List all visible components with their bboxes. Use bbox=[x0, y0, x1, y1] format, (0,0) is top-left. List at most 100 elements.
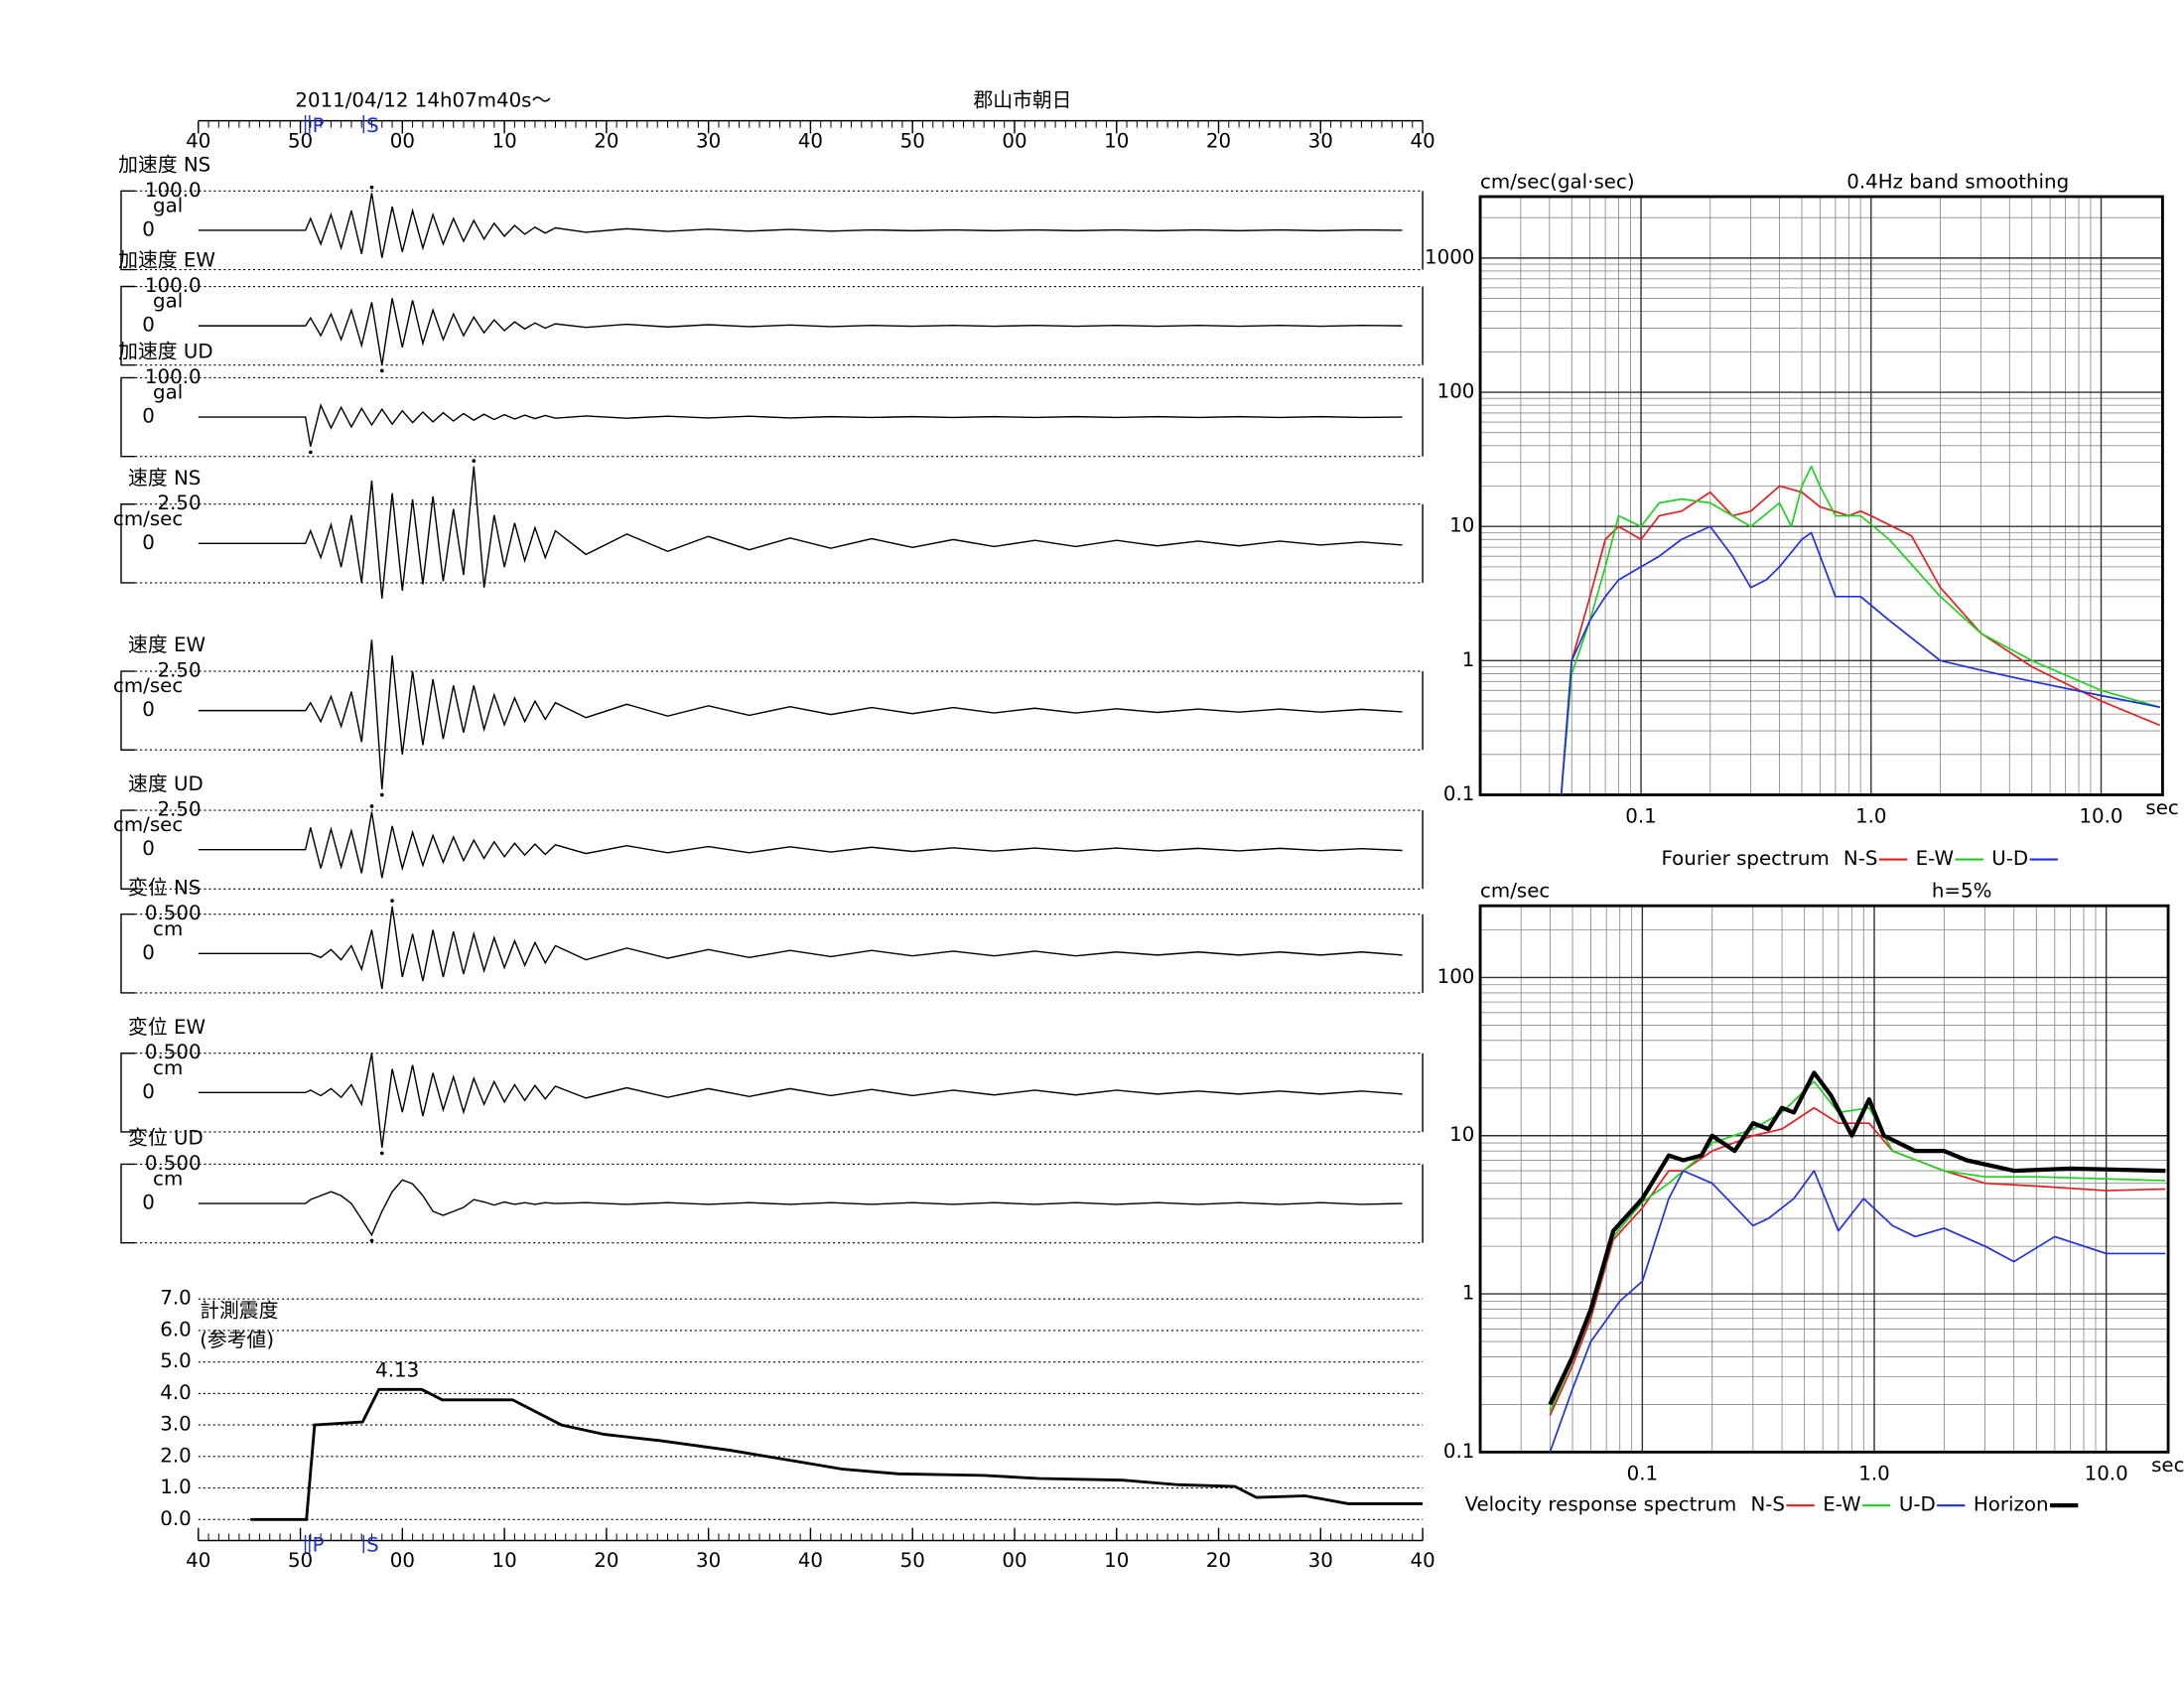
station-name: 郡山市朝日 bbox=[973, 88, 1071, 111]
panel-title: 速度 EW bbox=[128, 633, 205, 656]
y-tick-label: 0.0 bbox=[160, 1507, 191, 1530]
record-title: 2011/04/12 14h07m40s〜 bbox=[295, 88, 551, 111]
note: 0.4Hz band smoothing bbox=[1846, 170, 2069, 193]
unit-label: gal bbox=[153, 194, 183, 216]
waveform-trace bbox=[198, 639, 1403, 789]
y-tick-label: 10 bbox=[1449, 514, 1474, 537]
annotation: 4.13 bbox=[375, 1358, 419, 1381]
legend-label: E-W bbox=[1823, 1493, 1860, 1516]
x-tick-label: 20 bbox=[1206, 1549, 1231, 1572]
unit-label: cm bbox=[153, 917, 183, 940]
peak-dot bbox=[379, 368, 384, 373]
x-tick-label: 50 bbox=[288, 129, 313, 152]
waveform-trace bbox=[198, 298, 1403, 365]
y-tick-label: 1 bbox=[1462, 648, 1475, 671]
y-tick-label: 1 bbox=[1462, 1282, 1475, 1305]
x-tick-label: 10.0 bbox=[2079, 805, 2122, 828]
waveform-trace bbox=[198, 193, 1403, 258]
unit-label: cm bbox=[153, 1168, 183, 1191]
waveform-trace bbox=[198, 466, 1403, 599]
panel-bracket bbox=[120, 914, 136, 994]
x-tick-label: 40 bbox=[1410, 129, 1434, 152]
unit-label: cm/sec bbox=[113, 813, 183, 836]
x-tick-label: 40 bbox=[798, 1549, 823, 1572]
y-tick-label: 100.0 bbox=[145, 365, 202, 388]
panel-title: 速度 NS bbox=[128, 467, 201, 490]
x-tick-label: 30 bbox=[1308, 129, 1333, 152]
x-tick-label: 50 bbox=[900, 1549, 925, 1572]
y-tick-label: 6.0 bbox=[160, 1318, 191, 1340]
y-tick-label: 0.1 bbox=[1443, 1440, 1474, 1463]
x-tick-label: 40 bbox=[186, 129, 210, 152]
panel-title: 加速度 UD bbox=[118, 340, 212, 362]
unit-label: cm/sec bbox=[113, 674, 183, 697]
peak-dot bbox=[309, 450, 313, 455]
phase-label: P bbox=[313, 114, 325, 137]
intensity-title: 計測震度 bbox=[200, 1299, 278, 1322]
spectrum-line bbox=[1549, 1170, 2166, 1453]
plot-frame bbox=[1478, 195, 2164, 796]
y-tick-label: 0 bbox=[142, 837, 155, 860]
panel-bracket bbox=[120, 1053, 136, 1133]
waveform-trace bbox=[198, 1179, 1403, 1237]
legend-label: E-W bbox=[1916, 847, 1954, 870]
unit-label: cm/sec bbox=[113, 507, 183, 530]
intensity-line bbox=[250, 1387, 1424, 1521]
x-axis-label: sec bbox=[2151, 1454, 2184, 1477]
waveform-trace bbox=[198, 811, 1403, 879]
y-tick-label: 0.1 bbox=[1443, 782, 1474, 805]
unit-label: cm bbox=[153, 1056, 183, 1079]
legend-label: Horizon bbox=[1974, 1493, 2049, 1516]
x-tick-label: 20 bbox=[594, 1549, 618, 1572]
y-tick-label: 5.0 bbox=[160, 1349, 191, 1372]
legend-label: U-D bbox=[1991, 847, 2028, 870]
plot-frame bbox=[1478, 904, 2170, 1454]
phase-label: S bbox=[366, 114, 379, 137]
y-tick-label: 0 bbox=[142, 1192, 155, 1214]
peak-dot bbox=[379, 792, 384, 797]
spectrum-line bbox=[1549, 1106, 2166, 1416]
x-tick-label: 1.0 bbox=[1855, 805, 1886, 828]
waveform-trace bbox=[198, 1053, 1403, 1148]
peak-dot bbox=[369, 1238, 374, 1243]
panel-bracket bbox=[120, 809, 136, 890]
legend-label: N-S bbox=[1843, 847, 1878, 870]
x-tick-label: 0.1 bbox=[1627, 1463, 1658, 1485]
panel-bracket bbox=[120, 376, 136, 458]
y-tick-label: 100 bbox=[1437, 965, 1475, 988]
panel-title: 変位 NS bbox=[128, 877, 201, 900]
phase-label: P bbox=[313, 1534, 325, 1557]
x-tick-label: 10 bbox=[1104, 129, 1129, 152]
x-tick-label: 40 bbox=[798, 129, 823, 152]
x-tick-label: 50 bbox=[900, 129, 925, 152]
panel-bracket bbox=[120, 670, 136, 751]
y-axis-label: cm/sec(gal·sec) bbox=[1480, 170, 1635, 193]
y-tick-label: 100 bbox=[1437, 380, 1475, 403]
y-tick-label: 0 bbox=[142, 941, 155, 964]
panel-title: 速度 UD bbox=[128, 773, 204, 795]
x-tick-label: 00 bbox=[1002, 129, 1026, 152]
waveform-trace bbox=[198, 403, 1403, 447]
x-tick-label: 10 bbox=[1104, 1549, 1129, 1572]
y-tick-label: 0 bbox=[142, 698, 155, 721]
panel-title: 変位 UD bbox=[128, 1127, 204, 1150]
y-tick-label: 7.0 bbox=[160, 1287, 191, 1310]
x-tick-label: 0.1 bbox=[1625, 805, 1656, 828]
y-tick-label: 2.0 bbox=[160, 1444, 191, 1467]
unit-label: gal bbox=[153, 290, 183, 313]
y-tick-label: 0 bbox=[142, 405, 155, 428]
legend-title: Fourier spectrum bbox=[1662, 847, 1830, 870]
x-tick-label: 50 bbox=[288, 1549, 313, 1572]
y-tick-label: 0.500 bbox=[145, 1041, 202, 1063]
y-tick-label: 0 bbox=[142, 1080, 155, 1103]
panel-title: 変位 EW bbox=[128, 1016, 205, 1039]
x-tick-label: 10.0 bbox=[2085, 1463, 2128, 1485]
legend-title: Velocity response spectrum bbox=[1464, 1493, 1736, 1516]
phase-label: S bbox=[366, 1534, 379, 1557]
unit-label: gal bbox=[153, 381, 183, 404]
x-tick-label: 40 bbox=[186, 1549, 210, 1572]
y-tick-label: 100.0 bbox=[145, 274, 202, 297]
y-tick-label: 0.500 bbox=[145, 1152, 202, 1175]
